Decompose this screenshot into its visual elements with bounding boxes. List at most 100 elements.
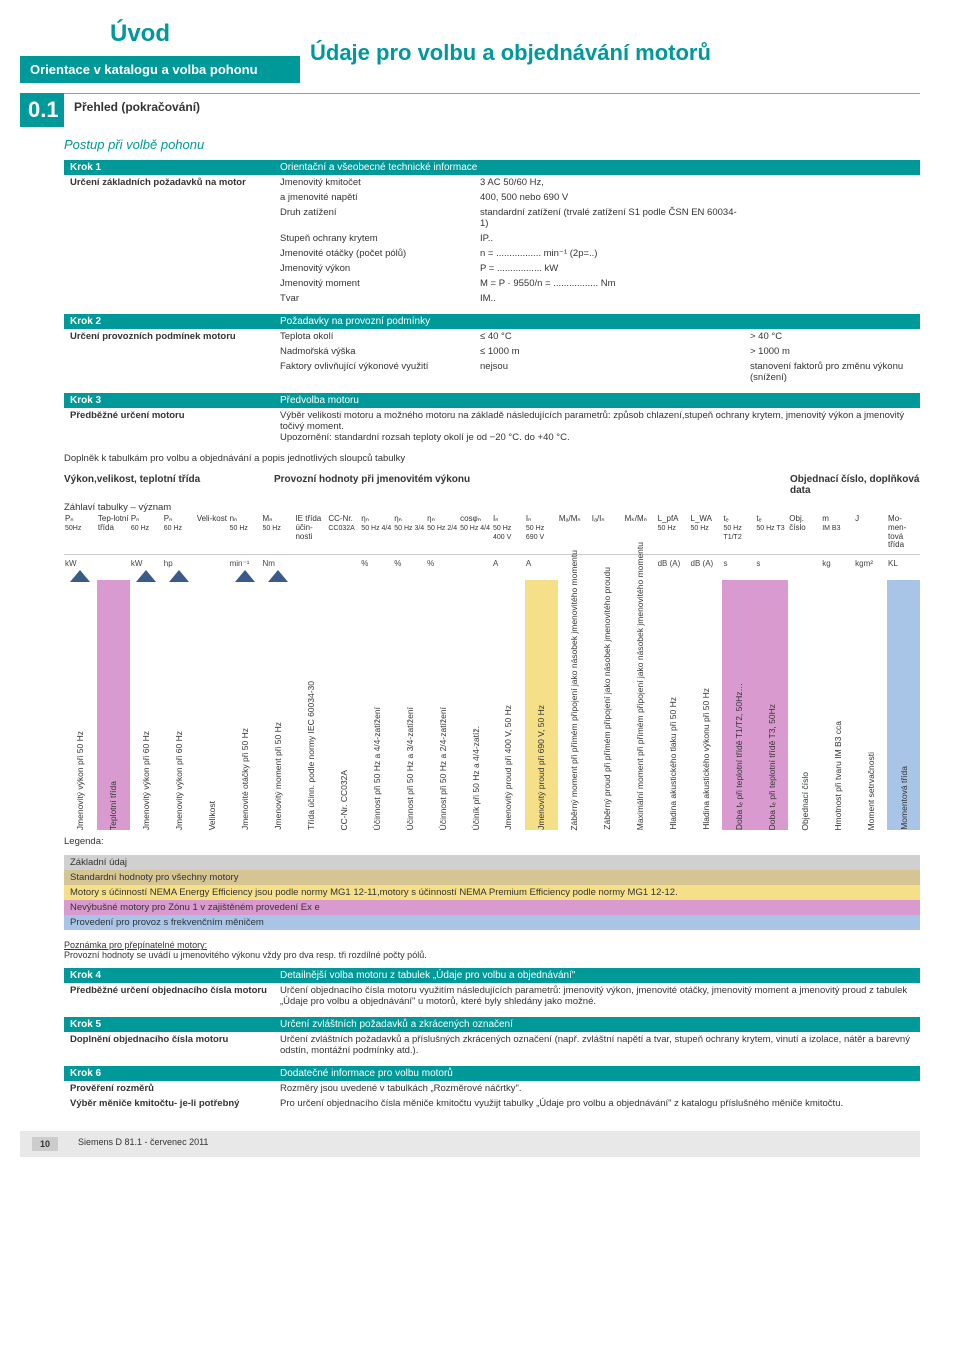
param-col-head: Iₐ/Iₙ [591,515,624,550]
legend-col-label: Jmenovitý výkon při 60 Hz [174,725,184,830]
param-col-unit [294,559,327,568]
param-col-unit: % [393,559,426,568]
step1-label: a jmenovité napětí [274,190,474,205]
page-number: 10 [32,1137,58,1151]
legend-col-label: Účinnost při 50 Hz a 4/4-zatížení [372,701,382,830]
step1-value: P = ................. kW [474,261,744,276]
step1-value: IP.. [474,231,744,246]
param-col-head: ηₙ50 Hz 4/4 [360,515,393,550]
step1-label: Jmenovité otáčky (počet pólů) [274,246,474,261]
legend-col: Účinnost při 50 Hz a 3/4-zatížení [393,580,426,830]
step2-table: Krok 2 Požadavky na provozní podmínky Ur… [64,314,920,385]
legend-col-label: Účinnost při 50 Hz a 3/4-zatížení [405,701,415,830]
legend-col: Doba tₑ při teplotní třídě T1/T2, 50Hz… [722,580,755,830]
legend-col-label: Teplotní třída [108,775,118,830]
color-band: Motory s účinností NEMA Energy Efficienc… [64,885,920,900]
step2-value: nejsou [474,359,744,385]
step6-text1: Rozměry jsou uvedené v tabulkách „Rozměr… [274,1081,920,1096]
param-col-head: L_pfA50 Hz [657,515,690,550]
step3-header-right: Předvolba motoru [274,393,920,408]
param-col-head: Iₙ50 Hz 400 V [492,515,525,550]
step1-header-left: Krok 1 [64,160,274,175]
step1-value: M = P · 9550/n = ................. Nm [474,276,744,291]
tabledesc-mid: Provozní hodnoty při jmenovitém výkonu [274,474,790,496]
legend-col: Hladina akustického výkonu při 50 Hz [690,580,723,830]
legend-col-label: Jmenovitý výkon při 50 Hz [75,725,85,830]
legend-col: Maximální moment při přímém připojení ja… [624,580,657,830]
legend-col: Jmenovitý výkon při 50 Hz [64,580,97,830]
step2-value2: > 1000 m [744,344,920,359]
legend-col-label: Záběrný proud při přímém připojení jako … [602,561,612,830]
param-col-unit: A [525,559,558,568]
legend-col-label: Maximální moment při přímém připojení ja… [635,536,645,830]
section-number: 0.1 [20,93,64,127]
tabledesc-left: Výkon,velikost, teplotní třída [64,474,274,496]
legend-col-label: Moment setrvačnosti [866,746,876,830]
param-col-unit: KL [887,559,920,568]
step3-text1: Výběr velikosti motoru a možného motoru … [280,410,914,432]
param-col-head: Mₙ50 Hz [262,515,295,550]
param-col-head: Tep-lotní třída [97,515,130,550]
step2-value2: > 40 °C [744,329,920,344]
orientation-bar: Orientace v katalogu a volba pohonu [20,56,300,83]
legend-col: CC-Nr. CC032A [327,580,360,830]
legend-col: Jmenovitý proud při 400 V, 50 Hz [492,580,525,830]
step5-table: Krok 5 Určení zvláštních požadavků a zkr… [64,1017,920,1058]
param-col-head: Pₙ50Hz [64,515,97,550]
param-col-head: Obj. číslo [788,515,821,550]
legend-col: Účinnost při 50 Hz a 4/4-zatížení [360,580,393,830]
step1-value: 400, 500 nebo 690 V [474,190,744,205]
param-col-unit [788,559,821,568]
step6-text2: Pro určení objednacího čísla měniče kmit… [274,1096,920,1111]
param-col-unit: A [492,559,525,568]
legend-col-label: Záběrný moment při přímém připojení jako… [569,544,579,831]
legend-col-label: Jmenovitý moment při 50 Hz [273,716,283,830]
step2-label: Teplota okolí [274,329,474,344]
param-col-unit: s [755,559,788,568]
legend-col: Záběrný proud při přímém připojení jako … [591,580,624,830]
subtitle: Postup při volbě pohonu [64,137,920,152]
step2-value2: stanovení faktorů pro změnu výkonu (sníž… [744,359,920,385]
legend-col-label: Hmotnost při tvaru IM B3 cca [833,715,843,831]
param-col-head: cosφₙ50 Hz 4/4 [459,515,492,550]
param-col-unit: hp [163,559,196,568]
color-band: Standardní hodnoty pro všechny motory [64,870,920,885]
param-col-unit: s [722,559,755,568]
param-col-head: nₙ50 Hz [229,515,262,550]
legend-col: Hmotnost při tvaru IM B3 cca [821,580,854,830]
param-col-head: L_WA50 Hz [690,515,723,550]
legend-col: Záběrný moment při přímém připojení jako… [558,580,591,830]
step5-header-right: Určení zvláštních požadavků a zkrácených… [274,1017,920,1032]
step1-label: Jmenovitý výkon [274,261,474,276]
legend-col: Moment setrvačnosti [854,580,887,830]
legend-col: Jmenovitý proud při 690 V, 50 Hz [525,580,558,830]
param-col-unit: % [360,559,393,568]
param-col-unit: min⁻¹ [229,559,262,568]
step6-table: Krok 6 Dodatečné informace pro volbu mot… [64,1066,920,1111]
legend-col-label: Jmenovitý výkon při 60 Hz [141,725,151,830]
param-col-head: Mo-men-tová třída [887,515,920,550]
main-title: Údaje pro volbu a objednávání motorů [310,40,711,66]
legend-label: Legenda: [64,836,920,847]
step1-label: Jmenovitý kmitočet [274,175,474,190]
param-col-unit [196,559,229,568]
step1-value: standardní zatížení (trvalé zatížení S1 … [474,205,744,231]
param-col-head: Pₙ60 Hz [163,515,196,550]
step1-label: Stupeň ochrany krytem [274,231,474,246]
param-header: Pₙ50HzTep-lotní třídaPₙ60 HzPₙ60 HzVeli-… [64,515,920,555]
param-col-head: ηₙ50 Hz 3/4 [393,515,426,550]
step5-left: Doplnění objednacího čísla motoru [64,1032,274,1058]
step1-value: n = ................. min⁻¹ (2p=..) [474,246,744,261]
step6-header-right: Dodatečné informace pro volbu motorů [274,1066,920,1081]
legend-col-label: Jmenovitý proud při 400 V, 50 Hz [503,699,513,830]
param-col-head: Veli-kost [196,515,229,550]
step1-header-right: Orientační a všeobecné technické informa… [274,160,920,175]
legend-col: Třída účinn. podle normy IEC 60034-30 [294,580,327,830]
param-col-head: J [854,515,887,550]
step3-left: Předběžné určení motoru [64,408,274,445]
step6-header-left: Krok 6 [64,1066,274,1081]
param-col-unit [327,559,360,568]
tabledesc-intro: Doplněk k tabulkám pro volbu a objednává… [64,453,920,464]
param-col-head: Pₙ60 Hz [130,515,163,550]
color-band: Provedení pro provoz s frekvenčním měnič… [64,915,920,930]
